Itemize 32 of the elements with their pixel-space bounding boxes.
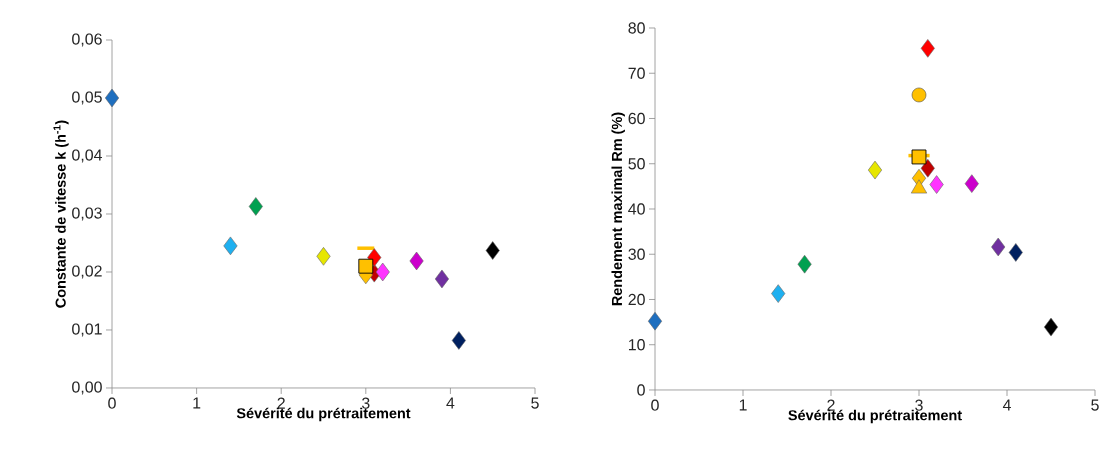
x-tick-label: 1 (739, 399, 747, 411)
x-tick-label: 0 (108, 397, 116, 409)
y-tick-label: 0,03 (72, 207, 102, 221)
x-tick-label: 4 (446, 397, 455, 409)
x-tick-label: 0 (651, 399, 659, 411)
y-tick-label: 80 (628, 22, 645, 34)
y-tick-label: 0,00 (72, 381, 102, 395)
x-tick-label: 2 (277, 397, 285, 409)
x-tick-label: 3 (915, 399, 923, 411)
x-tick-label: 4 (1002, 399, 1011, 411)
y-axis-title: Rendement maximal Rm (%) (611, 112, 625, 306)
y-tick-label: 0,04 (72, 149, 103, 163)
x-tick-label: 1 (193, 397, 201, 409)
y-tick-label: 70 (628, 67, 645, 79)
y-tick-label: 40 (628, 203, 645, 215)
x-tick-label: 3 (361, 397, 370, 409)
y-tick-label: 10 (628, 339, 645, 351)
y-tick-label: 20 (628, 293, 645, 306)
x-axis-title: Sévérité du prétraitement (788, 409, 962, 424)
x-tick-label: 5 (531, 397, 539, 409)
y-tick-label: 50 (628, 158, 645, 170)
y-tick-label: 0,06 (72, 33, 102, 47)
y-tick-label: 0,05 (72, 91, 102, 105)
x-tick-label: 5 (1091, 399, 1099, 411)
y-tick-label: 0,02 (72, 265, 102, 279)
x-tick-label: 2 (827, 399, 835, 411)
y-tick-label: 0,01 (72, 323, 102, 337)
y-tick-label: 30 (628, 248, 645, 260)
y-tick-label: 60 (628, 112, 645, 125)
y-axis-title: Constante de vitesse k (h$^{-1}$) (53, 120, 69, 308)
x-axis-title: Sévérité du prétraitement (236, 407, 411, 422)
y-tick-label: 0 (637, 384, 645, 396)
